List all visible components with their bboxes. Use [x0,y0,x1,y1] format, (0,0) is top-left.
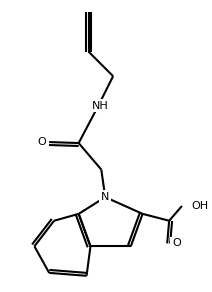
Text: N: N [101,192,109,202]
Text: O: O [37,137,46,147]
Text: OH: OH [192,201,209,211]
Text: NH: NH [92,101,109,111]
Text: O: O [172,238,181,248]
